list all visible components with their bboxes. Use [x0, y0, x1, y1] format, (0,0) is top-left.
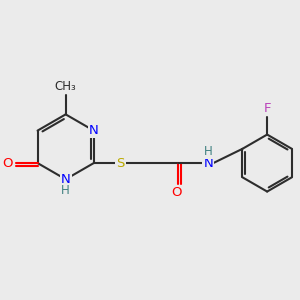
Text: H: H	[61, 184, 70, 197]
Text: N: N	[203, 157, 213, 169]
Text: N: N	[89, 124, 99, 137]
Text: N: N	[61, 173, 70, 186]
Text: O: O	[172, 186, 182, 199]
Text: S: S	[116, 157, 124, 169]
Text: H: H	[204, 146, 212, 158]
Text: O: O	[2, 157, 12, 169]
Text: F: F	[263, 102, 271, 115]
Text: CH₃: CH₃	[55, 80, 76, 93]
